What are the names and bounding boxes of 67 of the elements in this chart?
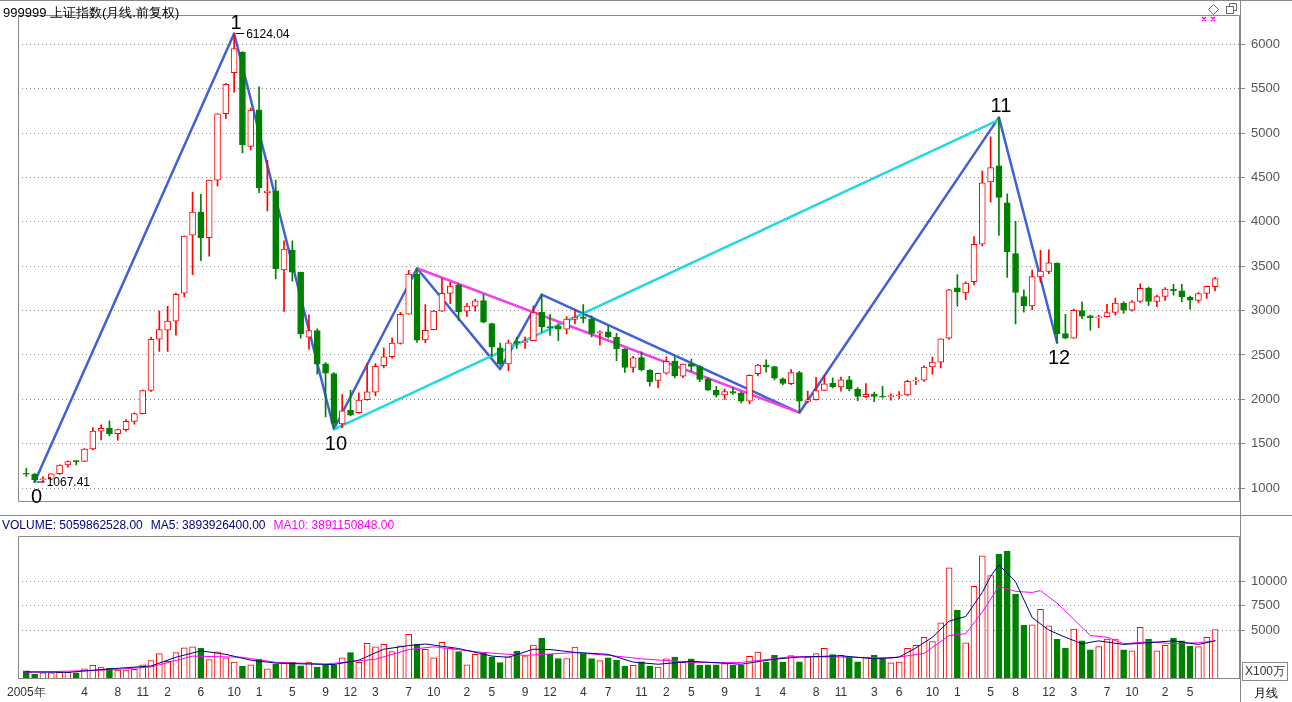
x-tick-label: 9: [322, 685, 330, 700]
x-tick-label: 5: [488, 685, 496, 700]
x-tick-label: 2: [1161, 685, 1169, 700]
x-tick-label: 3: [870, 685, 878, 700]
x-tick-label: 2: [463, 685, 471, 700]
x-tick-label: 8: [114, 685, 122, 700]
y-tick-label: 4500: [1251, 169, 1280, 185]
x-tick-label: 5: [987, 685, 995, 700]
x-tick-label: 4: [81, 685, 89, 700]
annotation: 6124.04: [246, 26, 290, 41]
x-tick-label: 1: [954, 685, 962, 700]
x-tick-label: 9: [521, 685, 529, 700]
x-tick-label: 7: [604, 685, 612, 700]
annotation: 1067.41: [46, 475, 91, 490]
text: VOLUME: 5059862528.00: [2, 518, 143, 532]
y-tick-label: 2000: [1251, 390, 1280, 406]
y-tick-label: 1000: [1251, 479, 1280, 495]
x-tick-label: 2: [164, 685, 172, 700]
x-tick-label: 6: [895, 685, 903, 700]
x-tick-label: 2: [663, 685, 671, 700]
x-tick-label: 8: [1012, 685, 1020, 700]
x-tick-label: 2005年: [6, 685, 46, 700]
y-tick-label: 1500: [1251, 435, 1280, 451]
x-tick-label: 11: [834, 685, 848, 700]
y-tick-label: 10000: [1251, 573, 1288, 589]
y-tick-label: 2500: [1251, 346, 1280, 362]
annotation: 0: [31, 485, 43, 508]
y-tick-label: 3000: [1251, 302, 1280, 318]
y-tick-label: 6000: [1251, 36, 1280, 52]
x-tick-label: 4: [779, 685, 787, 700]
x-tick-label: 5: [288, 685, 296, 700]
x-tick-label: 3: [372, 685, 380, 700]
x-tick-label: 1: [255, 685, 263, 700]
x-tick-label: 10: [1125, 685, 1139, 700]
y-tick-label: 5000: [1251, 621, 1280, 637]
y-tick-label: 5500: [1251, 80, 1280, 96]
x-tick-label: 7: [405, 685, 413, 700]
y-tick-label: 3500: [1251, 257, 1280, 273]
x-tick-label: 1: [754, 685, 762, 700]
annotation: 11: [990, 94, 1012, 117]
x-tick-label: 11: [635, 685, 649, 700]
chart-title: 999999 上证指数(月线.前复权): [3, 4, 180, 22]
x-tick-label: 12: [543, 685, 558, 700]
annotation: 12: [1047, 345, 1071, 368]
y-tick-label: 4000: [1251, 213, 1280, 229]
x-tick-label: 3: [1070, 685, 1078, 700]
text: MA10: 3891150848.00: [273, 518, 395, 532]
x-tick-label: 9: [721, 685, 729, 700]
x-tick-label: 7: [1103, 685, 1111, 700]
x-tick-label: 10: [925, 685, 940, 700]
x-tick-label: 11: [136, 685, 150, 700]
annotation: 10: [324, 432, 348, 455]
x-tick-label: 12: [1042, 685, 1056, 700]
x-tick-label: 10: [426, 685, 441, 700]
y-tick-label: 5000: [1251, 124, 1280, 140]
text: MA5: 3893926400.00: [150, 518, 266, 532]
x-tick-label: 5: [688, 685, 695, 700]
y-axis-title: X100万: [1241, 662, 1288, 681]
annotation: 1: [230, 10, 242, 33]
x-tick-label: 4: [579, 685, 587, 700]
x-tick-label: 8: [812, 685, 820, 700]
x-tick-label: 6: [197, 685, 205, 700]
x-tick-label: 12: [343, 685, 358, 700]
x-tick-label: 5: [1186, 685, 1194, 700]
y-tick-label: 7500: [1251, 597, 1280, 613]
x-axis-title: 月线: [1254, 685, 1278, 702]
x-tick-label: 10: [227, 685, 242, 700]
